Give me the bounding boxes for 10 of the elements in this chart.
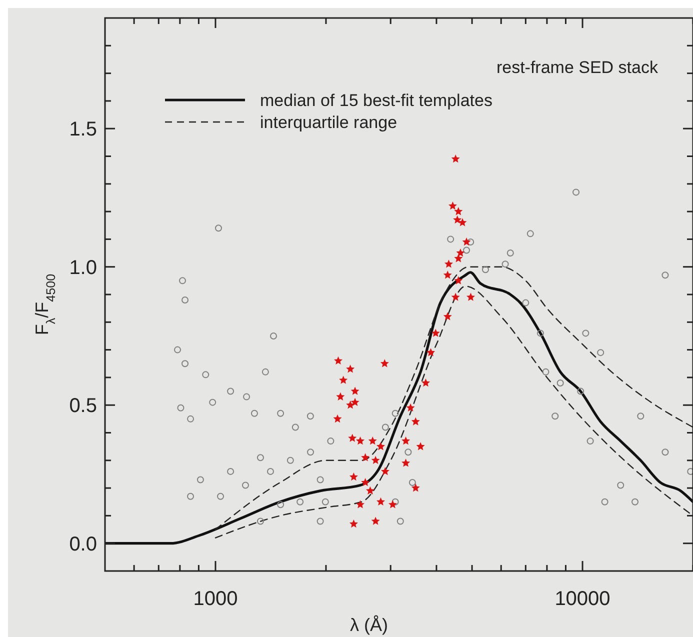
legend-label: median of 15 best-fit templates [260,91,492,110]
y-tick-label: 0.0 [69,533,97,556]
legend-title: rest-frame SED stack [496,58,658,77]
y-tick-label: 1.5 [69,118,97,141]
legend-label: interquartile range [260,113,398,132]
x-tick-label: 1000 [193,588,238,610]
y-tick-label: 0.5 [69,395,97,418]
y-tick-label: 1.0 [69,256,97,279]
x-axis-title: λ (Å) [350,615,388,635]
x-tick-label: 10000 [554,588,610,610]
